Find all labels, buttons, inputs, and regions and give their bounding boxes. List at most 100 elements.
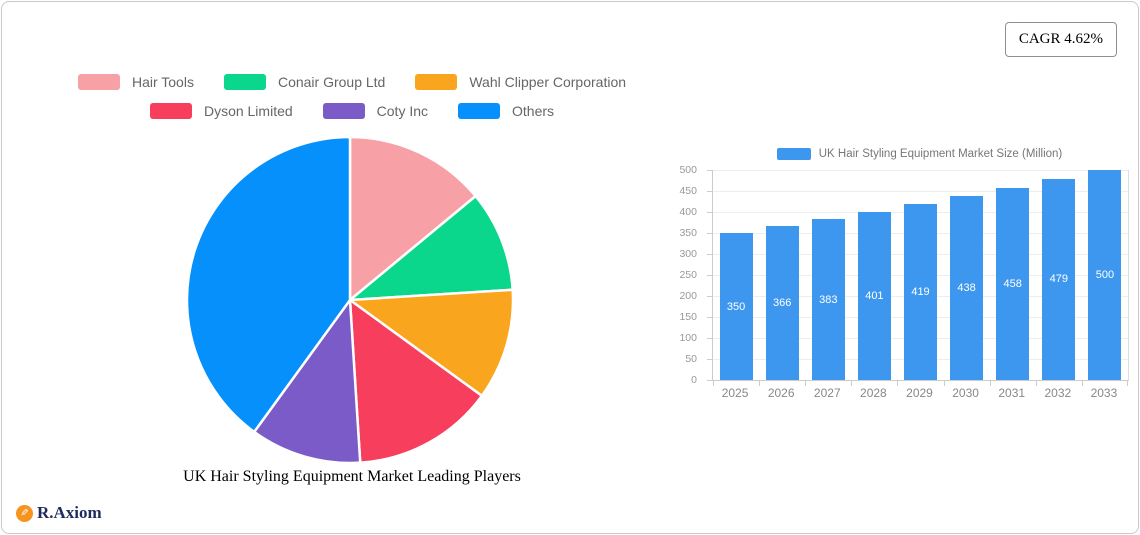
x-tick-label-2027: 2027	[813, 386, 841, 400]
pie-legend-row: Dyson Limited Coty Inc Others	[149, 103, 554, 119]
bar-value-label-2027: 383	[819, 293, 838, 306]
bar-value-label-2032: 479	[1049, 273, 1069, 286]
pie-legend: Hair Tools Conair Group Ltd Wahl Clipper C…	[2, 74, 702, 119]
x-tick-mark-8	[1081, 381, 1083, 386]
bar-2029: 419	[904, 204, 937, 380]
legend-swatch-hair-tools	[77, 74, 120, 90]
x-tick-mark-0	[713, 381, 714, 386]
y-tick-mark-200	[707, 295, 713, 297]
x-tick-mark-2	[805, 381, 807, 386]
y-tick-label-200: 200	[679, 290, 697, 302]
bar-2025: 350	[719, 233, 753, 380]
legend-label-others: Others	[512, 103, 555, 119]
bar-value-label-2026: 366	[772, 297, 792, 310]
y-tick-mark-400	[707, 211, 713, 213]
y-tick-label-500: 500	[679, 164, 697, 176]
bar-2030: 438	[950, 196, 984, 380]
pie-chart-title: UK Hair Styling Equipment Market Leading…	[183, 468, 521, 485]
legend-item-wahl-clipper-corporation: Wahl Clipper Corporation	[415, 74, 626, 90]
legend-item-hair-tools: Hair Tools	[77, 74, 194, 90]
pie-slice-dyson-limited	[348, 298, 484, 464]
legend-item-dyson-limited: Dyson Limited	[149, 103, 293, 119]
bar-plot-area: 350 366 383 401 419 438 458 479 500	[707, 169, 1129, 386]
y-tick-mark-250	[707, 274, 713, 276]
bar-value-label-2028: 401	[865, 289, 884, 302]
x-tick-mark-4	[897, 381, 899, 386]
x-tick-label-2028: 2028	[860, 386, 887, 400]
gridline-450	[713, 190, 1128, 192]
legend-label-coty-inc: Coty Inc	[376, 103, 429, 119]
bar-2027: 383	[811, 219, 845, 380]
bar-x-axis-labels: 2025 2026 2027 2028 2029 2030 2031 2032 2033	[712, 386, 1127, 402]
legend-label-dyson-limited: Dyson Limited	[203, 103, 293, 119]
x-tick-mark-end	[1127, 381, 1128, 386]
bar-2032: 479	[1042, 178, 1076, 380]
bar-legend-label: UK Hair Styling Equipment Market Size (M…	[818, 148, 1063, 160]
legend-label-wahl-clipper-corporation: Wahl Clipper Corporation	[469, 74, 627, 90]
pie-legend-row: Hair Tools Conair Group Ltd Wahl Clipper C…	[77, 74, 626, 90]
bar-2033: 500	[1088, 170, 1122, 380]
legend-swatch-dyson-limited	[149, 103, 192, 119]
legend-swatch-wahl-clipper-corporation	[415, 74, 458, 90]
x-tick-mark-7	[1035, 381, 1037, 386]
y-tick-label-250: 250	[679, 269, 697, 281]
y-tick-label-0: 0	[691, 374, 697, 386]
x-tick-label-2029: 2029	[906, 386, 933, 400]
y-tick-label-350: 350	[679, 227, 697, 239]
y-tick-label-100: 100	[679, 332, 697, 344]
legend-swatch-others	[458, 103, 501, 119]
pie-chart	[185, 135, 515, 465]
x-tick-label-2025: 2025	[721, 386, 749, 400]
logo-text: R.Axiom	[37, 503, 102, 522]
pie-slice-others	[185, 135, 352, 434]
x-tick-label-2033: 2033	[1090, 386, 1118, 400]
x-tick-mark-5	[943, 381, 945, 386]
bar-2028: 401	[857, 211, 891, 380]
pie-slice-wahl-clipper-corporation	[348, 288, 515, 398]
x-tick-mark-1	[759, 381, 761, 386]
legend-swatch-coty-inc	[322, 103, 365, 119]
y-tick-mark-100	[707, 337, 713, 339]
bar-value-label-2025: 350	[726, 300, 746, 313]
pie-slice-coty-inc	[252, 298, 362, 465]
x-tick-label-2030: 2030	[952, 386, 979, 400]
y-tick-label-300: 300	[679, 248, 697, 260]
gridline-500	[713, 169, 1128, 171]
y-tick-mark-300	[707, 253, 713, 255]
bar-value-label-2030: 438	[957, 282, 976, 295]
y-tick-label-450: 450	[679, 185, 697, 197]
legend-item-coty-inc: Coty Inc	[322, 103, 429, 119]
x-tick-label-2026: 2026	[767, 386, 795, 400]
y-tick-mark-500	[707, 169, 713, 171]
y-tick-label-50: 50	[685, 353, 697, 365]
bar-chart-legend: UK Hair Styling Equipment Market Size (M…	[712, 148, 1127, 160]
bar-value-label-2031: 458	[1003, 277, 1022, 290]
y-tick-mark-150	[707, 316, 713, 318]
legend-swatch-conair-group-ltd	[223, 74, 266, 90]
legend-label-conair-group-ltd: Conair Group Ltd	[277, 74, 386, 90]
pen-nib-icon: ✎	[16, 504, 33, 522]
y-tick-mark-50	[707, 358, 713, 360]
y-tick-mark-450	[707, 190, 713, 192]
x-tick-mark-3	[851, 381, 853, 386]
y-tick-mark-350	[707, 232, 713, 234]
bar-value-label-2033: 500	[1095, 269, 1115, 281]
legend-item-conair-group-ltd: Conair Group Ltd	[223, 74, 386, 90]
logo: ✎ R.Axiom	[16, 503, 102, 523]
bar-value-label-2029: 419	[911, 286, 930, 299]
x-tick-mark-6	[989, 381, 991, 386]
y-tick-mark-0	[707, 379, 713, 381]
pie-slice-hair-tools	[348, 135, 477, 302]
bar-2026: 366	[765, 226, 799, 380]
y-tick-label-400: 400	[679, 206, 697, 218]
x-tick-label-2032: 2032	[1044, 386, 1072, 400]
cagr-badge: CAGR 4.62%	[1004, 22, 1117, 57]
y-tick-label-150: 150	[679, 311, 697, 323]
pie-slice-conair-group-ltd	[348, 194, 514, 302]
bar-2031: 458	[996, 187, 1030, 380]
bar-y-axis-labels: 0 50 100 150 200 250 300 350 400 450 500	[660, 164, 706, 386]
x-tick-label-2031: 2031	[998, 386, 1026, 400]
legend-item-others: Others	[458, 103, 554, 119]
bar-legend-swatch	[776, 148, 811, 160]
